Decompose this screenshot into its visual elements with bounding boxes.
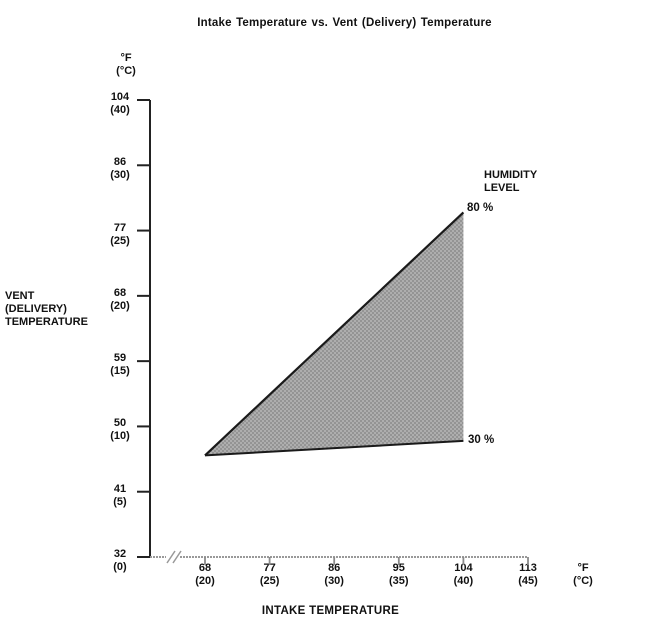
y-tick-label-line: 68 [113, 286, 127, 299]
y-tick-label: 77 (25) [92, 222, 148, 248]
legend-title-line1: HUMIDITY [484, 169, 538, 181]
y-axis-title-line3: TEMPERATURE [5, 316, 88, 328]
y-tick-label: 50 (10) [92, 417, 148, 443]
legend-title-line2: LEVEL [484, 182, 520, 194]
legend-upper-humidity-label: 80 % [467, 202, 494, 214]
x-axis-unit-f: °F [577, 562, 589, 574]
x-tick-label-line: (25) [259, 575, 280, 587]
x-axis-unit: °F (°C) [555, 562, 611, 588]
x-tick-label-line: 86 [328, 562, 341, 574]
y-tick-label: 86 (30) [92, 156, 148, 182]
y-tick-label-line: 77 [113, 221, 127, 234]
y-axis-title-line2: (DELIVERY) [5, 303, 67, 315]
y-tick-label: 68 (20) [92, 287, 148, 313]
x-tick-label-line: (40) [453, 575, 474, 587]
x-tick-label: 77 (25) [242, 562, 298, 588]
y-tick-label-line: (5) [113, 495, 127, 508]
x-tick-label-line: (20) [195, 575, 215, 587]
x-tick-label-line: 104 [454, 562, 473, 574]
x-tick-label-line: (30) [324, 575, 344, 587]
y-tick-label-line: 32 [113, 548, 127, 560]
y-tick-label-line: (25) [110, 234, 130, 247]
y-axis-title: VENT (DELIVERY) TEMPERATURE [5, 290, 88, 329]
x-tick-label-line: 77 [263, 562, 276, 574]
y-axis-title-line1: VENT [5, 290, 35, 302]
y-tick-label-line: 86 [113, 156, 127, 169]
x-tick-label-line: (35) [389, 575, 409, 587]
y-tick-label-line: 50 [113, 417, 127, 430]
axis-break-slash [166, 550, 176, 564]
x-axis-title: INTAKE TEMPERATURE [261, 605, 400, 617]
y-tick-label-line: 41 [113, 482, 127, 495]
legend-lower-humidity-label: 30 % [468, 434, 495, 446]
x-tick-label: 68 (20) [177, 562, 233, 588]
y-tick-label-line: (30) [110, 169, 130, 182]
y-tick-label-line: (10) [110, 430, 130, 443]
x-tick-label-line: 68 [198, 562, 212, 574]
axis-break-slash [172, 550, 182, 564]
y-axis-unit-c: (°C) [116, 65, 136, 77]
y-tick-label-line: (20) [110, 299, 130, 312]
y-tick-label-line: 104 [110, 91, 130, 103]
y-axis-unit-f: °F [120, 52, 132, 64]
legend-title: HUMIDITY LEVEL [484, 169, 537, 195]
y-tick-label-line: (40) [110, 104, 130, 116]
y-tick-label: 59 (15) [92, 352, 148, 378]
y-tick-label-line: 59 [113, 352, 127, 365]
x-tick-label: 95 (35) [371, 562, 427, 588]
y-tick-label-line: (15) [110, 365, 130, 378]
y-tick-label: 41 (5) [92, 483, 148, 509]
x-tick-label: 104 (40) [435, 562, 491, 588]
humidity-30-line [204, 439, 464, 457]
x-tick-label: 113 (45) [500, 562, 556, 588]
x-tick-label-line: 113 [519, 562, 537, 574]
x-tick-label-line: (45) [518, 575, 538, 587]
x-tick-label: 86 (30) [306, 562, 362, 588]
y-tick-label: 104 (40) [92, 91, 148, 117]
y-tick-label-line: (0) [113, 561, 127, 573]
chart-generated-geometry [137, 99, 529, 565]
humidity-80-line [204, 211, 465, 457]
x-axis-unit-c: (°C) [573, 575, 593, 587]
y-tick-label: 32 (0) [92, 548, 148, 574]
chart-title: Intake Temperature vs. Vent (Delivery) T… [197, 17, 492, 29]
y-axis-unit: °F (°C) [98, 52, 154, 78]
x-tick-label-line: 95 [392, 562, 405, 574]
